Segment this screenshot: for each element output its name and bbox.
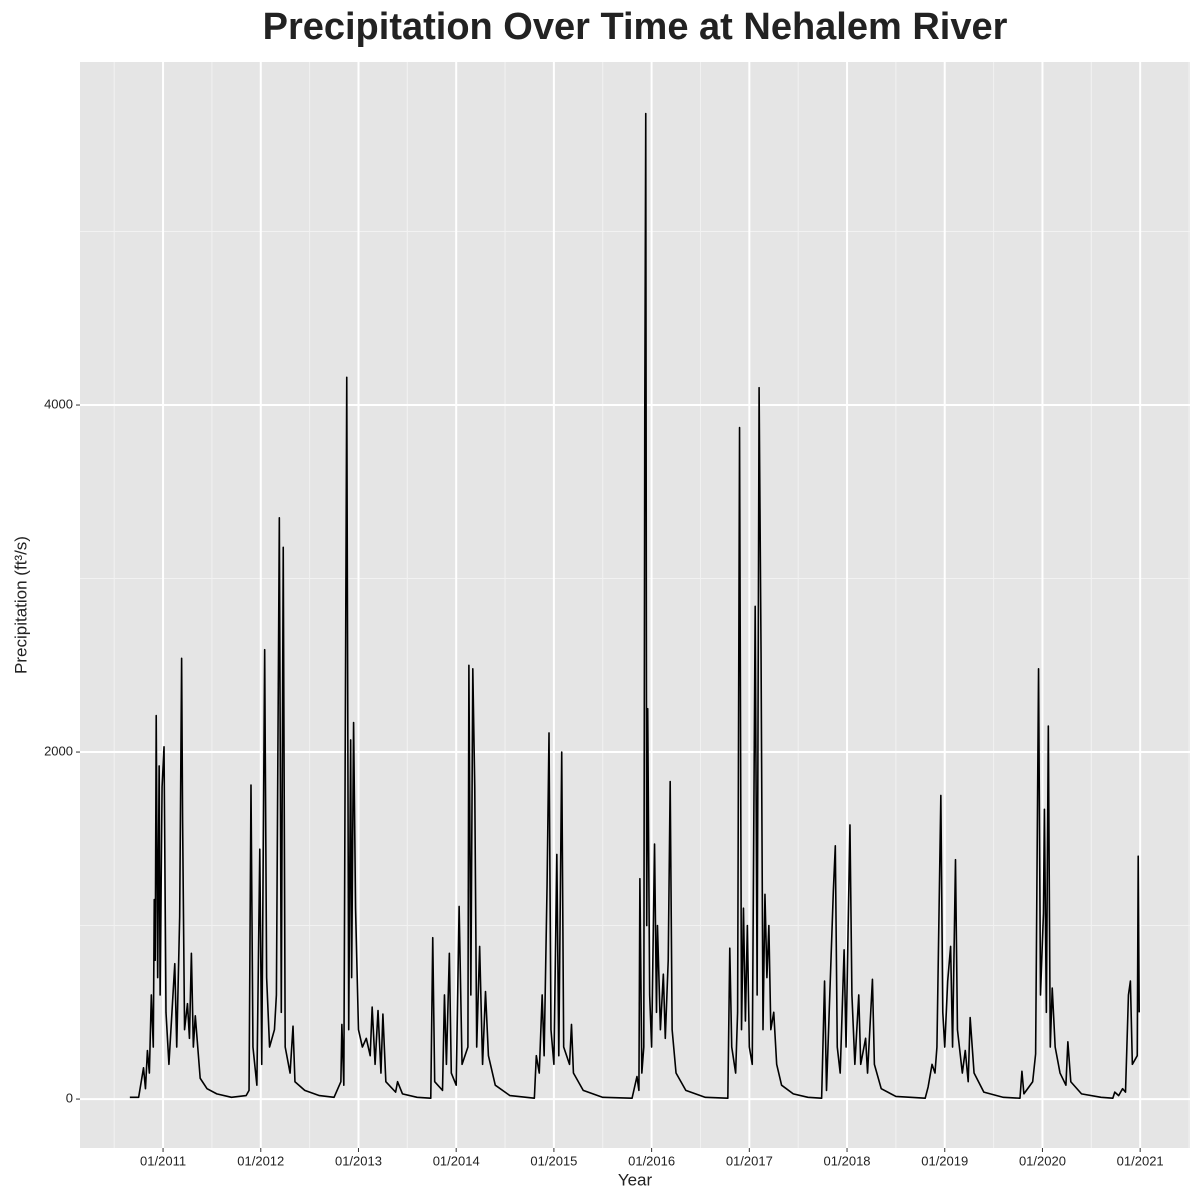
x-tick-label: 01/2016 (628, 1153, 675, 1168)
y-tick-label: 2000 (44, 743, 73, 758)
x-tick-label: 01/2013 (335, 1153, 382, 1168)
x-tick-label: 01/2019 (921, 1153, 968, 1168)
x-tick-label: 01/2017 (726, 1153, 773, 1168)
x-tick-label: 01/2014 (433, 1153, 480, 1168)
y-axis-title: Precipitation (ft³/s) (11, 536, 30, 674)
y-tick-label: 0 (66, 1091, 73, 1106)
plot-panel (80, 62, 1190, 1148)
x-tick-label: 01/2021 (1117, 1153, 1164, 1168)
x-tick-label: 01/2018 (824, 1153, 871, 1168)
x-tick-label: 01/2011 (140, 1153, 186, 1168)
x-tick-label: 01/2015 (530, 1153, 577, 1168)
data-line (129, 112, 1140, 1099)
y-tick-label: 4000 (44, 396, 73, 411)
x-tick-label: 01/2012 (237, 1153, 284, 1168)
x-axis-title: Year (618, 1170, 653, 1189)
chart-title: Precipitation Over Time at Nehalem River (263, 6, 1008, 48)
x-tick-label: 01/2020 (1019, 1153, 1066, 1168)
